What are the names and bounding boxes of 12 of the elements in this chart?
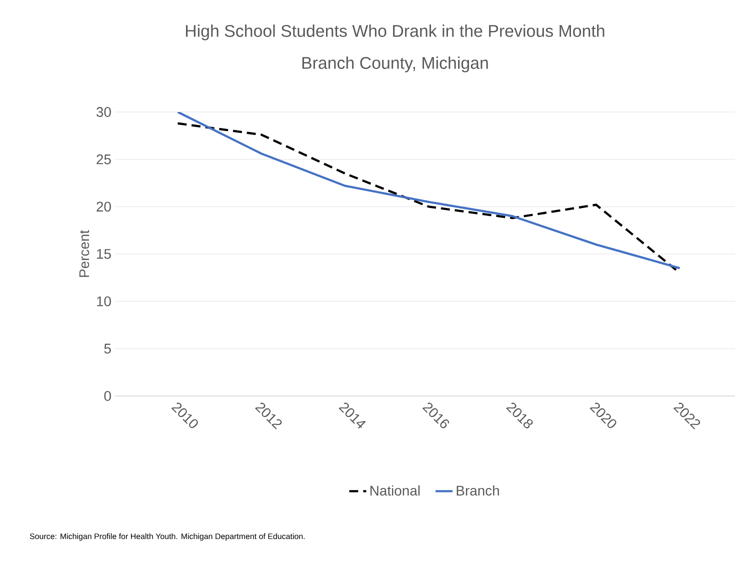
- legend-label: National: [370, 485, 420, 496]
- y-tick-label: 15: [97, 249, 111, 259]
- y-tick-label: 20: [96, 202, 111, 212]
- y-tick-label: 10: [97, 296, 111, 306]
- y-tick-label: 0: [104, 391, 111, 401]
- legend-label: Branch: [456, 485, 499, 496]
- y-tick-label: 5: [104, 344, 111, 354]
- y-tick-label: 30: [96, 107, 111, 117]
- chart-title: High School Students Who Drank in the Previous Month: [186, 24, 604, 40]
- y-axis-title: Percent: [79, 230, 90, 277]
- y-tick-label: 25: [96, 154, 111, 164]
- chart-subtitle: Branch County, Michigan: [302, 56, 488, 72]
